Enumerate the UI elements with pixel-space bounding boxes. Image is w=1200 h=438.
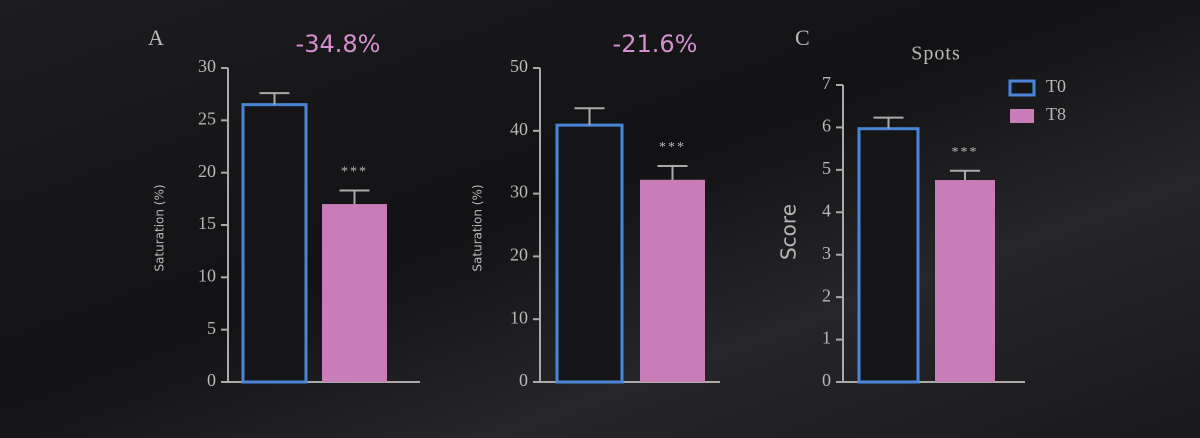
y-tick-label: 3 xyxy=(822,243,831,263)
bar xyxy=(640,179,705,382)
legend-swatch xyxy=(1010,109,1034,123)
chart-title: Spots xyxy=(911,43,960,65)
significance-label: *** xyxy=(341,165,368,180)
bar xyxy=(322,204,387,382)
bar xyxy=(555,123,624,384)
y-tick-label: 7 xyxy=(822,73,831,93)
y-tick-label: 20 xyxy=(198,161,216,181)
legend-swatch xyxy=(1008,79,1036,97)
y-tick-label: 10 xyxy=(198,265,216,285)
y-tick-label: 0 xyxy=(519,370,528,390)
y-tick-label: 5 xyxy=(207,318,216,338)
y-tick-label: 30 xyxy=(510,182,528,202)
y-tick-label: 2 xyxy=(822,285,831,305)
legend-label: T0 xyxy=(1046,76,1066,96)
bar xyxy=(857,127,920,384)
y-axis-label: Saturation (%) xyxy=(471,184,485,271)
y-tick-label: 5 xyxy=(822,158,831,178)
annotation: -34.8% xyxy=(296,30,381,58)
legend-label: T8 xyxy=(1046,104,1066,124)
y-tick-label: 6 xyxy=(822,116,831,136)
y-tick-label: 20 xyxy=(510,245,528,265)
panel-label: C xyxy=(795,25,810,50)
annotation: -21.6% xyxy=(613,30,698,58)
y-tick-label: 10 xyxy=(510,307,528,327)
y-axis-label: Saturation (%) xyxy=(153,184,167,271)
y-tick-label: 40 xyxy=(510,119,528,139)
y-tick-label: 4 xyxy=(822,200,831,220)
y-tick-label: 30 xyxy=(198,56,216,76)
y-tick-label: 0 xyxy=(207,370,216,390)
bar xyxy=(241,103,308,384)
y-tick-label: 0 xyxy=(822,370,831,390)
significance-label: *** xyxy=(659,140,686,155)
y-tick-label: 25 xyxy=(198,108,216,128)
significance-label: *** xyxy=(952,145,979,160)
y-tick-label: 1 xyxy=(822,328,831,348)
y-tick-label: 15 xyxy=(198,213,216,233)
bar xyxy=(935,180,995,382)
panel-label: A xyxy=(148,25,164,50)
y-tick-label: 50 xyxy=(510,56,528,76)
y-axis-label: Score xyxy=(777,204,801,260)
